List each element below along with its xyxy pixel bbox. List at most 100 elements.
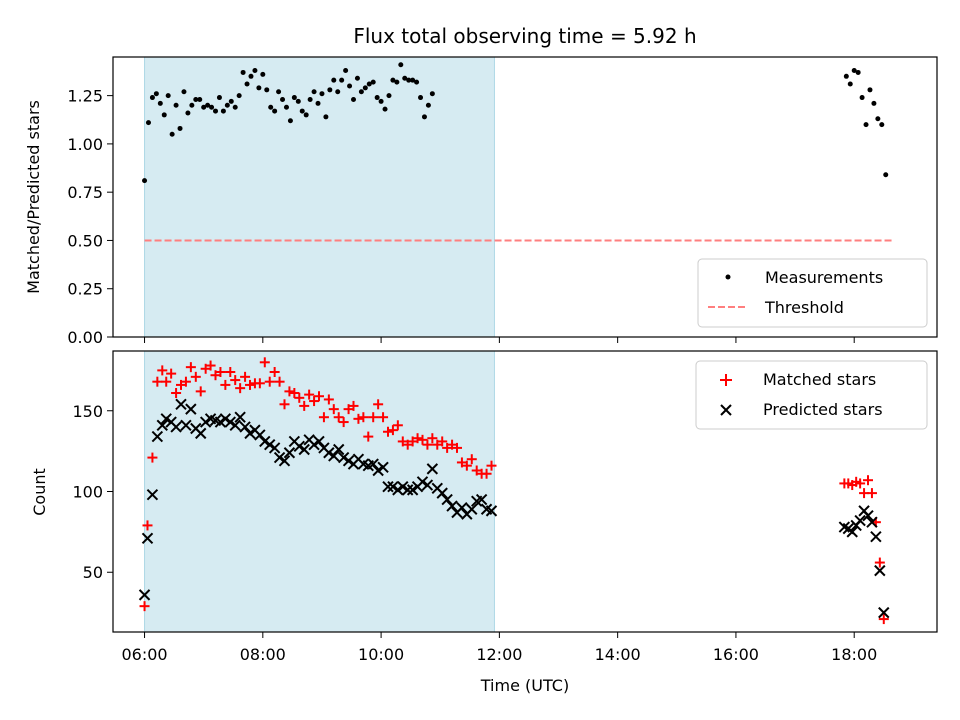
predicted-star-point xyxy=(264,438,276,451)
matched-star-point xyxy=(289,387,300,398)
x-tick-label: 10:00 xyxy=(358,645,404,664)
matched-star-point xyxy=(481,468,492,479)
predicted-star-point xyxy=(441,493,453,506)
counts-legend: Matched stars Predicted stars xyxy=(695,360,928,430)
matched-star-point xyxy=(142,520,153,531)
matched-star-point xyxy=(387,425,398,436)
measurement-point xyxy=(421,114,427,120)
matched-star-point xyxy=(269,366,280,377)
predicted-star-point xyxy=(387,480,399,493)
matched-star-point xyxy=(245,379,256,390)
measurement-point xyxy=(343,68,349,74)
predicted-star-point xyxy=(402,484,414,496)
predicted-star-point xyxy=(485,505,498,517)
matched-star-point xyxy=(358,412,369,423)
predicted-star-point xyxy=(846,526,858,538)
measurement-point xyxy=(228,98,234,104)
ratio-legend: Measurements Threshold xyxy=(697,258,928,328)
predicted-star-point xyxy=(367,458,379,470)
matched-star-point xyxy=(240,371,251,382)
predicted-star-point xyxy=(328,450,340,462)
measurement-point xyxy=(232,104,238,110)
matched-star-point xyxy=(486,460,497,471)
measurement-point xyxy=(311,89,317,95)
predicted-star-point xyxy=(259,435,271,448)
predicted-star-point xyxy=(456,501,468,514)
predicted-star-point xyxy=(377,461,389,473)
measurement-point xyxy=(418,95,424,101)
measurement-point xyxy=(327,87,333,93)
matched-star-point xyxy=(373,399,384,410)
matched-star-point xyxy=(152,376,163,387)
matched-star-point xyxy=(294,392,305,403)
matched-star-point xyxy=(309,396,320,407)
matched-star-point xyxy=(328,404,339,415)
matched-star-point xyxy=(185,362,196,373)
predicted-star-point xyxy=(866,516,878,528)
ratio-panel: 0.00 0.25 0.50 0.75 1.00 1.25 Matched/Predict… xyxy=(24,56,938,347)
matched-star-point xyxy=(205,360,216,371)
measurement-point xyxy=(260,71,266,77)
measurement-point xyxy=(173,102,179,108)
measurement-point xyxy=(244,81,250,87)
predicted-star-point xyxy=(195,427,207,440)
counts-plot-frame xyxy=(112,350,938,633)
predicted-star-point xyxy=(874,564,886,577)
matched-star-point xyxy=(466,454,477,465)
measurement-point xyxy=(307,96,313,102)
y-tick-label: 0.75 xyxy=(67,183,103,202)
measurement-points xyxy=(142,62,889,184)
measurement-point xyxy=(280,96,286,102)
predicted-star-point xyxy=(234,411,246,423)
matched-star-point xyxy=(333,412,344,423)
matched-star-point xyxy=(878,614,889,625)
predicted-star-point xyxy=(180,419,192,431)
measurement-point xyxy=(169,131,175,137)
predicted-star-point xyxy=(185,403,197,415)
predicted-star-point xyxy=(466,503,478,515)
y-tick-label: 0.50 xyxy=(67,231,103,250)
matched-star-point xyxy=(166,368,177,379)
ratio-plot-frame xyxy=(112,56,938,338)
predicted-star-point xyxy=(273,451,286,464)
measurement-point xyxy=(331,77,337,83)
matched-star-point xyxy=(195,386,206,397)
legend-predicted-label: Predicted stars xyxy=(763,400,883,419)
matched-star-point xyxy=(417,434,428,445)
matched-star-point xyxy=(382,426,393,437)
predicted-star-point xyxy=(278,455,291,467)
measurement-point xyxy=(240,69,246,75)
x-tick-label: 06:00 xyxy=(121,645,167,664)
predicted-star-point xyxy=(229,419,241,431)
measurement-point xyxy=(425,102,431,108)
matched-star-point xyxy=(338,417,349,428)
matched-star-point xyxy=(461,460,472,471)
matched-star-point xyxy=(412,433,423,444)
measurement-point xyxy=(319,91,325,97)
matched-star-point xyxy=(348,400,359,411)
matched-star-point xyxy=(139,601,150,612)
measurement-point xyxy=(414,79,420,85)
measurement-point xyxy=(185,110,191,116)
predicted-star-point xyxy=(268,442,281,454)
x-tick-label: 08:00 xyxy=(240,645,286,664)
matched-star-point xyxy=(299,400,310,411)
measurement-point xyxy=(335,89,341,95)
matched-star-point xyxy=(304,389,315,400)
predicted-star-point xyxy=(323,447,335,459)
predicted-star-point xyxy=(372,464,384,477)
matched-star-point xyxy=(874,557,885,568)
y-tick-label: 150 xyxy=(72,402,103,421)
matched-star-point xyxy=(235,383,246,394)
measurement-point xyxy=(402,75,408,81)
x-tick-label: 16:00 xyxy=(713,645,759,664)
measurement-point xyxy=(394,79,400,85)
matched-star-point xyxy=(254,378,265,389)
measurement-point xyxy=(157,100,163,106)
predicted-star-point xyxy=(199,416,212,428)
predicted-star-point xyxy=(333,443,345,456)
y-tick-label: 0.00 xyxy=(67,328,103,347)
ratio-legend-box xyxy=(697,258,928,328)
measurement-point xyxy=(350,96,356,102)
